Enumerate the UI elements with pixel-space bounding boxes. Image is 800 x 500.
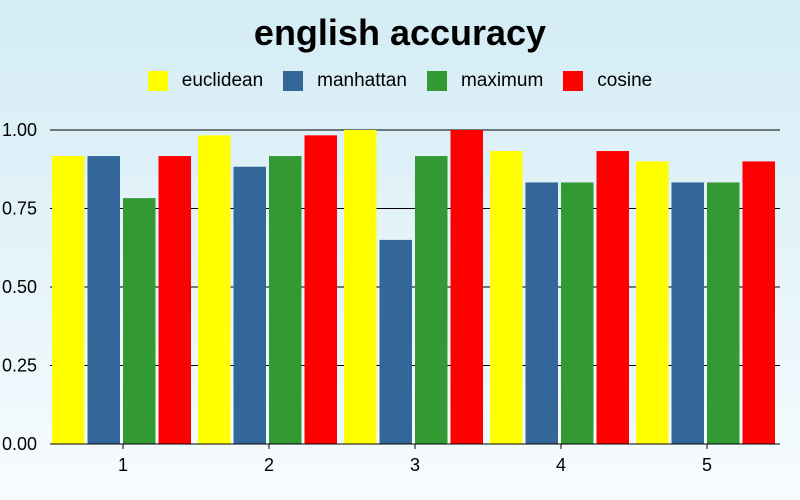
bar-cosine-1 [158, 156, 191, 444]
x-tick-label: 1 [118, 455, 128, 475]
legend-label-manhattan: manhattan [317, 70, 407, 91]
y-tick-label: 0.50 [2, 277, 37, 297]
axes [50, 443, 780, 449]
legend-item-euclidean: euclidean [147, 70, 264, 92]
bar-maximum-4 [561, 182, 594, 445]
bar-euclidean-1 [52, 156, 85, 444]
y-tick-label: 0.75 [2, 199, 37, 219]
bar-cosine-5 [742, 161, 775, 444]
bar-euclidean-2 [198, 135, 231, 444]
bar-cosine-4 [596, 151, 629, 444]
legend-label-euclidean: euclidean [181, 70, 264, 91]
legend: euclidean manhattan maximum cosine [0, 70, 800, 92]
legend-swatch-euclidean [147, 71, 168, 91]
y-tick-label: 0.00 [2, 434, 37, 454]
chart-title: english accuracy [253, 12, 547, 53]
bar-manhattan-1 [87, 156, 120, 444]
bar-euclidean-3 [344, 130, 377, 444]
legend-item-maximum: maximum [426, 70, 544, 92]
legend-item-cosine: cosine [563, 70, 652, 92]
bar-cosine-2 [304, 135, 337, 444]
bar-maximum-1 [123, 198, 156, 444]
x-tick-label: 4 [556, 455, 566, 475]
legend-label-cosine: cosine [597, 70, 653, 91]
legend-swatch-manhattan [283, 71, 304, 91]
x-tick-label: 2 [264, 455, 274, 475]
legend-swatch-cosine [563, 71, 584, 91]
x-tick-labels: 1 2 3 4 5 [118, 455, 712, 475]
bar-maximum-3 [415, 156, 448, 444]
y-tick-label: 0.25 [2, 356, 37, 376]
x-tick-label: 3 [410, 455, 420, 475]
bar-euclidean-4 [490, 151, 523, 444]
legend-swatch-maximum [426, 71, 447, 91]
bar-manhattan-4 [525, 182, 558, 445]
y-tick-labels: 0.00 0.25 0.50 0.75 1.00 [2, 120, 37, 454]
bar-manhattan-3 [379, 239, 412, 444]
bars [52, 130, 775, 445]
bar-manhattan-2 [233, 166, 266, 444]
bar-cosine-3 [450, 130, 483, 444]
bar-euclidean-5 [636, 161, 669, 444]
bar-maximum-5 [707, 182, 740, 445]
legend-item-manhattan: manhattan [283, 70, 407, 92]
y-tick-label: 1.00 [2, 120, 37, 140]
bar-manhattan-5 [671, 182, 704, 445]
x-tick-label: 5 [702, 455, 712, 475]
legend-label-maximum: maximum [460, 70, 544, 91]
bar-maximum-2 [269, 156, 302, 444]
